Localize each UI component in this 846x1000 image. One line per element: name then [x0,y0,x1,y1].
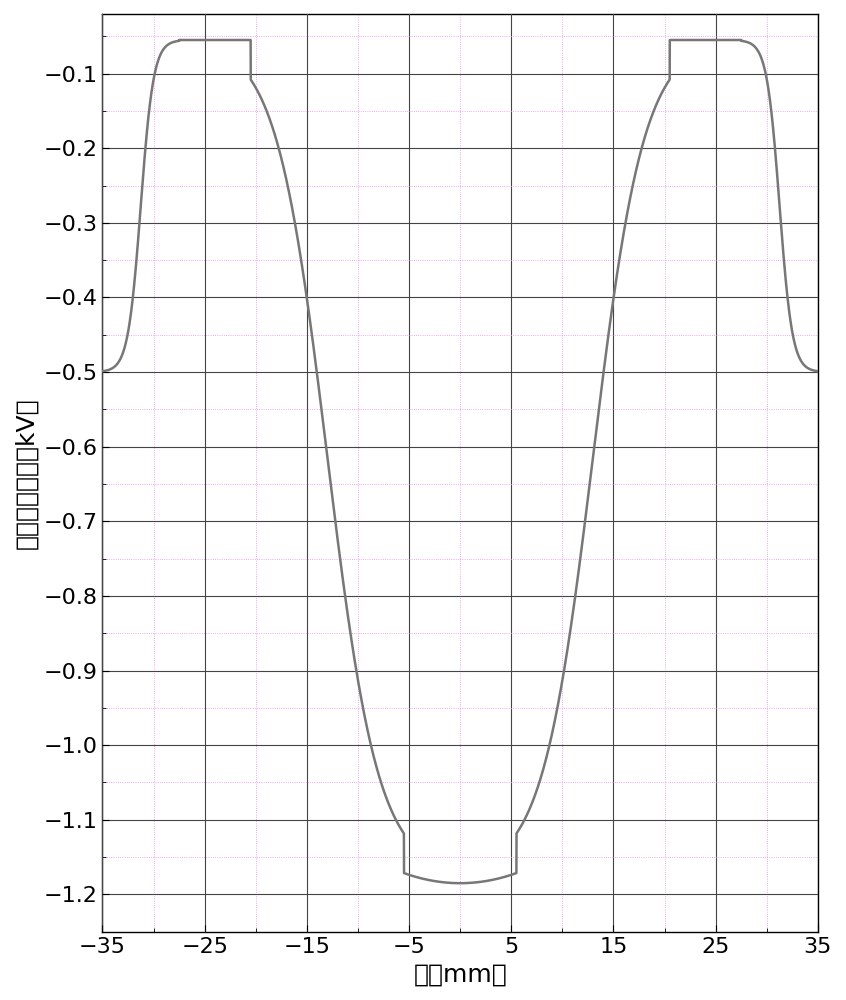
X-axis label: 长（mm）: 长（mm） [414,962,507,986]
Y-axis label: 样品表面电势（kV）: 样品表面电势（kV） [14,397,38,549]
